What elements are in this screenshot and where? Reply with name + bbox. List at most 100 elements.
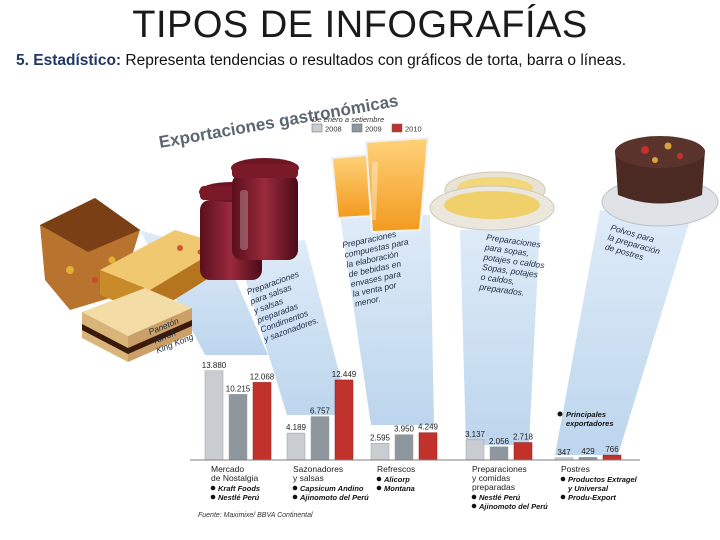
exporter-bullet	[560, 494, 566, 500]
value-label-2009-1: 10.215	[226, 384, 251, 393]
exporter-name: Capsicum Andino	[300, 484, 364, 493]
exporter-name: y Universal	[567, 484, 609, 493]
category-line: de Nostalgia	[211, 473, 259, 483]
legend: 2008 2009 2010	[311, 123, 422, 134]
king-kong-illustration	[82, 288, 192, 362]
value-label-2010-2: 12.449	[332, 370, 357, 379]
category-label-4: Preparaciones y comidas preparadas	[472, 464, 527, 492]
bar-2009-1	[228, 394, 248, 461]
beams	[140, 210, 690, 455]
infographic-svg: Exportaciones gastronómicas De enero a s…	[40, 91, 719, 519]
value-label-2010-5: 766	[605, 445, 619, 454]
legend-swatch-2008	[311, 123, 323, 133]
soup-bowls-illustration	[429, 171, 555, 231]
product-description-4: Preparacionespara sopas,potajes o caldos…	[478, 232, 549, 300]
legend-label-2009: 2009	[365, 125, 382, 134]
value-label-2008-3: 2.595	[370, 433, 391, 442]
jam-jars-illustration	[199, 158, 299, 280]
bar-2010-5	[602, 454, 622, 461]
exporter-name: Montana	[384, 484, 415, 493]
category-line: preparadas	[472, 482, 515, 492]
beam-3	[340, 215, 434, 425]
exporter-bullet	[210, 494, 216, 500]
legend-label-2010: 2010	[405, 125, 422, 134]
value-label-2010-4: 2.718	[513, 433, 534, 442]
slide-subtitle: 5. Estadístico: Representa tendencias o …	[16, 52, 716, 70]
beam-5	[555, 210, 690, 455]
bar-2009-4	[489, 446, 509, 461]
value-labels: 13.880 4.189 2.595 3.137 347 10.215 6.757 3.950…	[202, 361, 619, 457]
legend-label-2008: 2008	[325, 125, 342, 134]
dessert-illustration	[601, 136, 719, 227]
exporter-name: Nestlé Perú	[218, 493, 260, 502]
exporter-bullet	[471, 503, 477, 509]
slide-title: TIPOS DE INFOGRAFÍAS	[132, 4, 588, 46]
category-line: y comidas	[472, 473, 510, 483]
product-description-3: Preparacionescompuestas parala elaboraci…	[341, 227, 420, 309]
category-label-1: Mercado de Nostalgia	[211, 464, 259, 483]
value-label-2009-3: 3.950	[394, 425, 415, 434]
exporter-bullet	[376, 485, 382, 491]
bar-2010-2	[334, 379, 354, 461]
source-note: Fuente: Maximixe/ BBVA Continental	[198, 512, 313, 519]
bar-2010-4	[513, 442, 533, 461]
value-label-2008-2: 4.189	[286, 423, 307, 432]
category-label-5: Postres	[561, 464, 590, 474]
value-label-2009-4: 2.056	[489, 437, 510, 446]
exporter-name: Kraft Foods	[218, 484, 260, 493]
value-label-2008-1: 13.880	[202, 361, 227, 370]
value-label-2008-4: 3.137	[465, 430, 486, 439]
category-line: y salsas	[293, 473, 324, 483]
bar-2010-1	[252, 382, 272, 461]
exporters-key-label: Principales exportadores	[566, 410, 614, 428]
bar-2009-3	[394, 434, 414, 461]
exporter-bullet	[560, 476, 566, 482]
category-line: Postres	[561, 464, 590, 474]
exporter-bullet	[471, 494, 477, 500]
category-label-2: Sazonadores y salsas	[293, 464, 343, 483]
subtitle-text: Representa tendencias o resultados con g…	[121, 52, 627, 69]
juice-glasses-illustration	[330, 136, 430, 234]
legend-swatch-2010	[391, 123, 403, 133]
value-label-2008-5: 347	[557, 448, 571, 457]
exporter-bullet	[210, 485, 216, 491]
exporter-name: Ajinomoto del Perú	[478, 502, 548, 511]
principal-exporters-key: Principales exportadores	[557, 410, 614, 428]
beam-2	[235, 240, 350, 415]
exporter-name: Alicorp	[383, 475, 410, 484]
exporters-key-line: exportadores	[566, 419, 614, 428]
category-line: Mercado	[211, 464, 244, 474]
exporters-key-line: Principales	[566, 410, 606, 419]
category-line: Refrescos	[377, 464, 415, 474]
exporter-bullet	[292, 485, 298, 491]
value-label-2010-3: 4.249	[418, 423, 439, 432]
description-line: o caldos,	[480, 272, 515, 287]
bar-2008-4	[465, 439, 485, 461]
bar-2009-2	[310, 416, 330, 461]
exporter-bullet	[292, 494, 298, 500]
beam-4	[460, 225, 540, 445]
bars	[204, 370, 622, 461]
bar-2008-2	[286, 432, 306, 461]
exporter-name: Nestlé Perú	[479, 493, 521, 502]
value-label-2010-1: 12.068	[250, 372, 275, 381]
subtitle-lead: 5. Estadístico:	[16, 52, 122, 69]
bar-2008-1	[204, 370, 224, 461]
value-label-2009-5: 429	[581, 447, 595, 456]
category-line: Sazonadores	[293, 464, 343, 474]
exporters-key-bullet	[557, 411, 563, 417]
infographic: Exportaciones gastronómicas De enero a s…	[0, 80, 720, 540]
category-line: Preparaciones	[472, 464, 527, 474]
bar-2008-3	[370, 443, 390, 461]
exporter-bullet	[376, 476, 382, 482]
exporter-name: Ajinomoto del Perú	[299, 493, 369, 502]
product-illustrations	[40, 136, 719, 362]
chart-subtitle: De enero a setiembre	[312, 115, 384, 124]
exporter-name: Productos Extragel	[568, 475, 638, 484]
category-label-3: Refrescos	[377, 464, 415, 474]
value-label-2009-2: 6.757	[310, 407, 331, 416]
exporter-name: Produ-Export	[568, 493, 616, 502]
bar-2010-3	[418, 432, 438, 461]
legend-swatch-2009	[351, 123, 363, 133]
